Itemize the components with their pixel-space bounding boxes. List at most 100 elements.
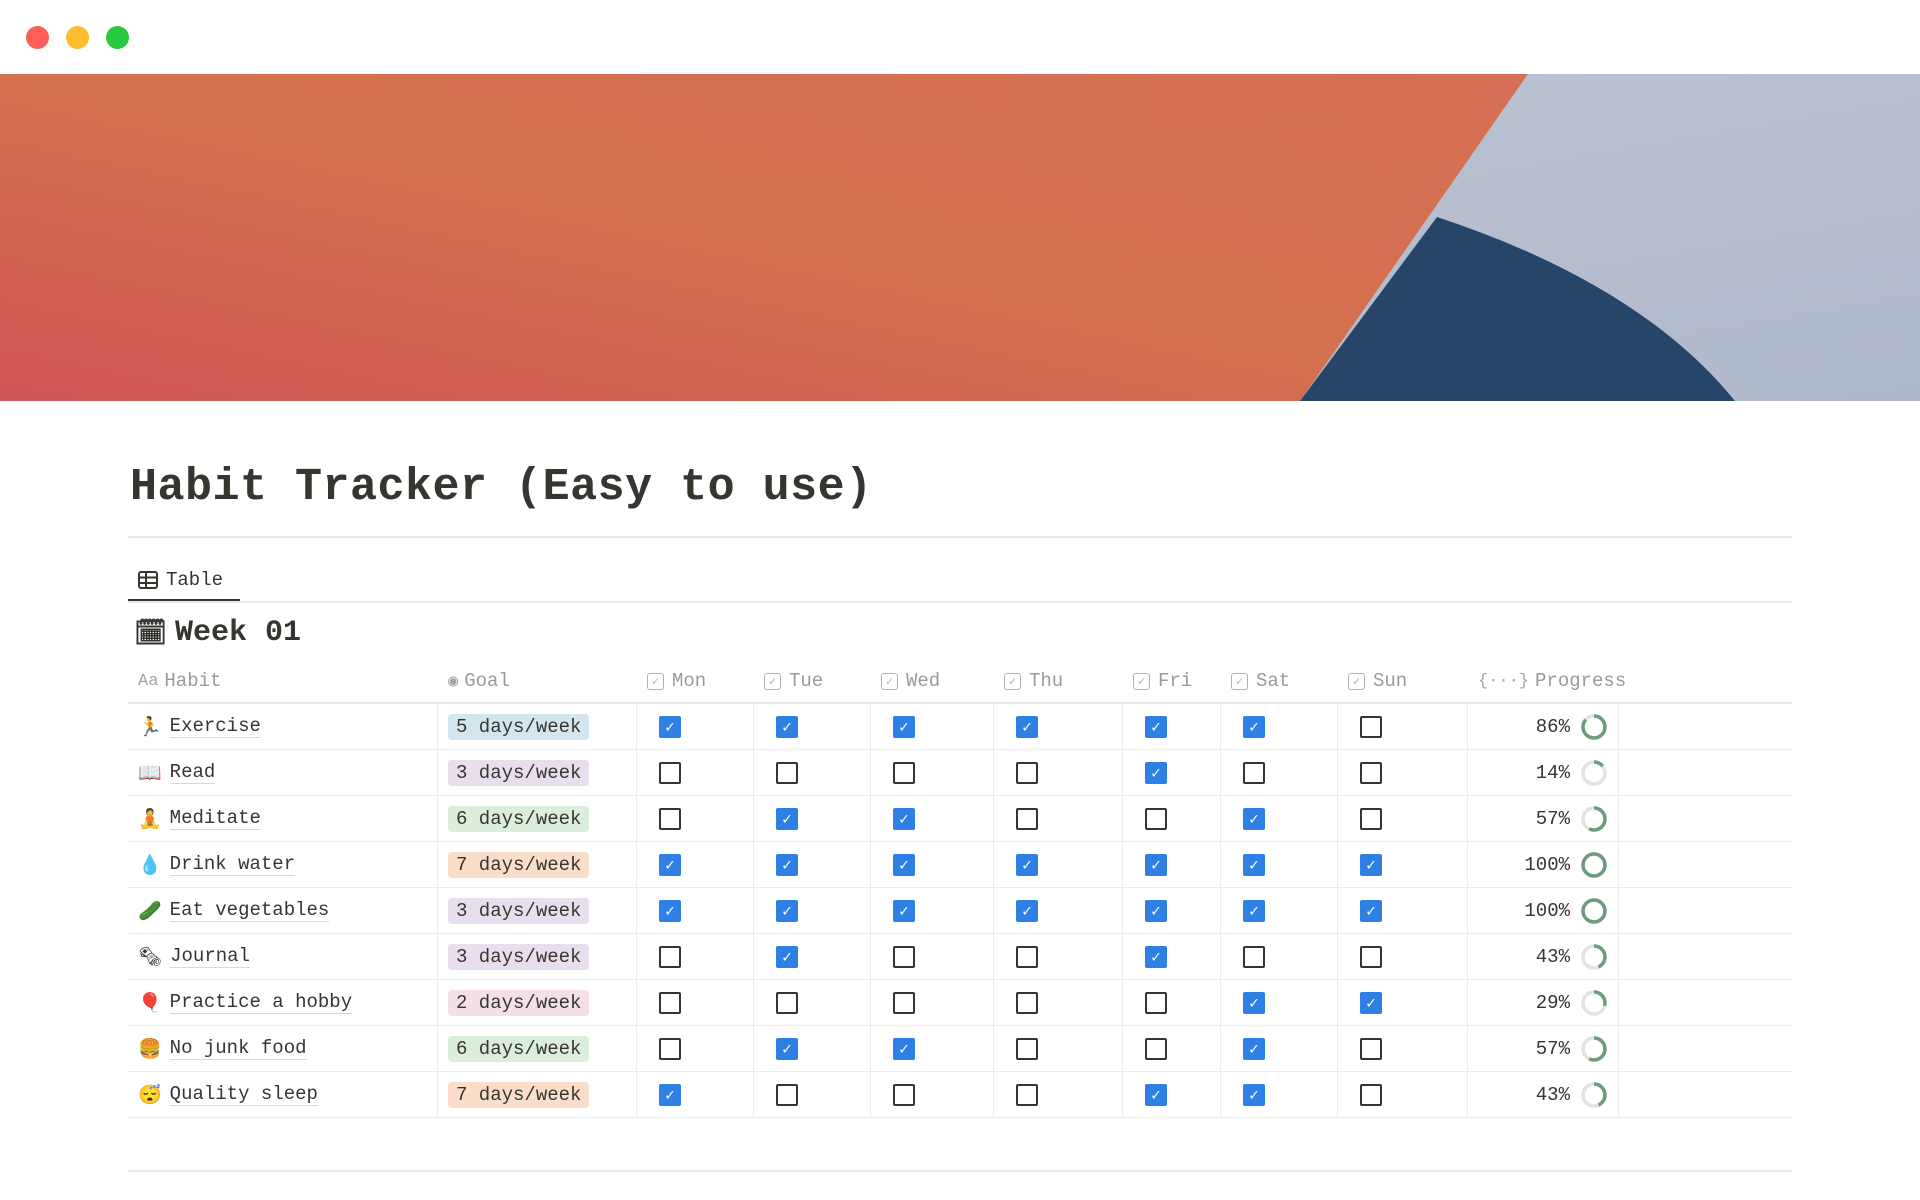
minimize-window-button[interactable]	[66, 26, 89, 49]
unchecked-checkbox[interactable]	[659, 991, 681, 1014]
habit-link[interactable]: 🍔 No junk food	[138, 1037, 307, 1061]
checked-checkbox[interactable]: ✓	[1145, 761, 1167, 784]
habit-link[interactable]: 🗞 Journal	[138, 945, 250, 969]
goal-cell[interactable]: 3 days/week	[438, 750, 637, 795]
goal-cell[interactable]: 6 days/week	[438, 796, 637, 841]
column-header-wed[interactable]: ✓ Wed	[871, 660, 994, 702]
goal-cell[interactable]: 6 days/week	[438, 1026, 637, 1071]
unchecked-checkbox[interactable]	[893, 1083, 915, 1106]
habit-name: Quality sleep	[169, 1083, 318, 1106]
unchecked-checkbox[interactable]	[1016, 945, 1038, 968]
tab-table[interactable]: Table	[128, 560, 240, 602]
checked-checkbox[interactable]: ✓	[1360, 991, 1382, 1014]
checked-checkbox[interactable]: ✓	[1243, 991, 1265, 1014]
column-header-sun[interactable]: ✓ Sun	[1338, 660, 1468, 702]
close-window-button[interactable]	[26, 26, 49, 49]
checked-checkbox[interactable]: ✓	[1145, 715, 1167, 738]
checked-checkbox[interactable]: ✓	[1243, 1037, 1265, 1060]
unchecked-checkbox[interactable]	[1145, 1037, 1167, 1060]
unchecked-checkbox[interactable]	[1360, 761, 1382, 784]
day-cell: ✓	[1221, 888, 1338, 933]
unchecked-checkbox[interactable]	[1145, 991, 1167, 1014]
unchecked-checkbox[interactable]	[1243, 945, 1265, 968]
checked-checkbox[interactable]: ✓	[659, 899, 681, 922]
unchecked-checkbox[interactable]	[1145, 807, 1167, 830]
habit-link[interactable]: 🏃 Exercise	[138, 715, 261, 739]
checked-checkbox[interactable]: ✓	[1243, 853, 1265, 876]
unchecked-checkbox[interactable]	[893, 761, 915, 784]
checked-checkbox[interactable]: ✓	[1243, 1083, 1265, 1106]
unchecked-checkbox[interactable]	[1016, 1083, 1038, 1106]
column-label: Sun	[1373, 670, 1408, 692]
habit-link[interactable]: 💧 Drink water	[138, 853, 296, 877]
checked-checkbox[interactable]: ✓	[1016, 715, 1038, 738]
checked-checkbox[interactable]: ✓	[776, 899, 798, 922]
unchecked-checkbox[interactable]	[659, 1037, 681, 1060]
habit-link[interactable]: 😴 Quality sleep	[138, 1083, 318, 1107]
habit-link[interactable]: 🧘 Meditate	[138, 807, 261, 831]
maximize-window-button[interactable]	[106, 26, 129, 49]
checked-checkbox[interactable]: ✓	[659, 715, 681, 738]
checked-checkbox[interactable]: ✓	[659, 853, 681, 876]
column-header-sat[interactable]: ✓ Sat	[1221, 660, 1338, 702]
unchecked-checkbox[interactable]	[659, 945, 681, 968]
unchecked-checkbox[interactable]	[776, 761, 798, 784]
goal-cell[interactable]: 3 days/week	[438, 934, 637, 979]
group-header[interactable]: 🗓 Week 01	[134, 616, 301, 650]
unchecked-checkbox[interactable]	[1016, 1037, 1038, 1060]
unchecked-checkbox[interactable]	[776, 991, 798, 1014]
habit-link[interactable]: 🥒 Eat vegetables	[138, 899, 330, 923]
checked-checkbox[interactable]: ✓	[1360, 853, 1382, 876]
checked-checkbox[interactable]: ✓	[1243, 715, 1265, 738]
unchecked-checkbox[interactable]	[1243, 761, 1265, 784]
goal-cell[interactable]: 2 days/week	[438, 980, 637, 1025]
checked-checkbox[interactable]: ✓	[776, 1037, 798, 1060]
checked-checkbox[interactable]: ✓	[659, 1083, 681, 1106]
column-header-progress[interactable]: {···} Progress	[1468, 660, 1626, 702]
checked-checkbox[interactable]: ✓	[1016, 853, 1038, 876]
checked-checkbox[interactable]: ✓	[1145, 853, 1167, 876]
unchecked-checkbox[interactable]	[1360, 945, 1382, 968]
habit-link[interactable]: 🎈 Practice a hobby	[138, 991, 353, 1015]
unchecked-checkbox[interactable]	[1016, 807, 1038, 830]
checked-checkbox[interactable]: ✓	[776, 715, 798, 738]
checked-checkbox[interactable]: ✓	[893, 853, 915, 876]
unchecked-checkbox[interactable]	[1360, 807, 1382, 830]
column-header-habit[interactable]: Aa Habit	[128, 660, 438, 702]
habit-link[interactable]: 📖 Read	[138, 761, 216, 785]
unchecked-checkbox[interactable]	[659, 807, 681, 830]
column-header-goal[interactable]: ◉ Goal	[438, 660, 637, 702]
checked-checkbox[interactable]: ✓	[776, 853, 798, 876]
checked-checkbox[interactable]: ✓	[893, 1037, 915, 1060]
checked-checkbox[interactable]: ✓	[893, 899, 915, 922]
column-header-fri[interactable]: ✓ Fri	[1123, 660, 1221, 702]
checked-checkbox[interactable]: ✓	[1016, 899, 1038, 922]
unchecked-checkbox[interactable]	[1016, 761, 1038, 784]
checked-checkbox[interactable]: ✓	[1243, 899, 1265, 922]
goal-cell[interactable]: 5 days/week	[438, 704, 637, 749]
unchecked-checkbox[interactable]	[1360, 1083, 1382, 1106]
checked-checkbox[interactable]: ✓	[776, 945, 798, 968]
checked-checkbox[interactable]: ✓	[893, 715, 915, 738]
checked-checkbox[interactable]: ✓	[893, 807, 915, 830]
goal-cell[interactable]: 7 days/week	[438, 842, 637, 887]
checked-checkbox[interactable]: ✓	[1360, 899, 1382, 922]
goal-cell[interactable]: 7 days/week	[438, 1072, 637, 1117]
goal-cell[interactable]: 3 days/week	[438, 888, 637, 933]
unchecked-checkbox[interactable]	[659, 761, 681, 784]
checked-checkbox[interactable]: ✓	[1145, 1083, 1167, 1106]
checked-checkbox[interactable]: ✓	[1145, 899, 1167, 922]
column-header-thu[interactable]: ✓ Thu	[994, 660, 1123, 702]
unchecked-checkbox[interactable]	[893, 991, 915, 1014]
checked-checkbox[interactable]: ✓	[776, 807, 798, 830]
unchecked-checkbox[interactable]	[776, 1083, 798, 1106]
unchecked-checkbox[interactable]	[1016, 991, 1038, 1014]
day-cell: ✓	[1123, 1072, 1221, 1117]
column-header-mon[interactable]: ✓ Mon	[637, 660, 754, 702]
column-header-tue[interactable]: ✓ Tue	[754, 660, 871, 702]
checked-checkbox[interactable]: ✓	[1243, 807, 1265, 830]
unchecked-checkbox[interactable]	[1360, 715, 1382, 738]
unchecked-checkbox[interactable]	[1360, 1037, 1382, 1060]
checked-checkbox[interactable]: ✓	[1145, 945, 1167, 968]
unchecked-checkbox[interactable]	[893, 945, 915, 968]
